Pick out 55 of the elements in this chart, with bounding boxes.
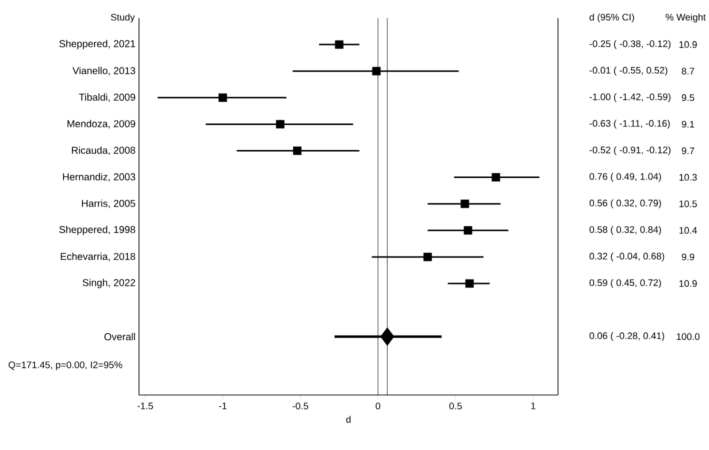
x-tick-label: -1 — [219, 402, 227, 410]
text: -0.25 ( -0.38, -0.12) — [590, 40, 670, 49]
text: 0.59 ( 0.45, 0.72) — [590, 279, 661, 288]
x-tick-label: 0 — [376, 402, 380, 410]
text: 0.76 ( 0.49, 1.04) — [590, 172, 661, 182]
point — [380, 327, 394, 346]
text: -0.01 ( -0.55, 0.52) — [590, 66, 668, 76]
text: -1.00 ( -1.42, -0.59) — [590, 93, 670, 102]
y-tick-label: Overall — [104, 332, 135, 340]
text: -0.63 ( -1.11, -0.16) — [590, 120, 670, 129]
y-tick-label: Tibaldi, 2009 — [78, 93, 136, 102]
x-axis-title: d — [346, 416, 351, 423]
point — [276, 120, 284, 128]
text: 8.7 — [682, 68, 694, 74]
text: 9.7 — [682, 147, 694, 154]
y-tick-label: Sheppered, 1998 — [59, 226, 136, 236]
point — [423, 252, 432, 262]
text: 9.5 — [682, 94, 694, 102]
text: 0.06 ( -0.28, 0.41) — [590, 332, 664, 342]
text: 9.9 — [682, 254, 694, 260]
point — [464, 226, 472, 235]
y-tick-label: Mendoza, 2009 — [68, 120, 136, 128]
text: 10.9 — [679, 41, 697, 48]
y-tick-label: Singh, 2022 — [82, 278, 136, 288]
text: 9.1 — [682, 120, 694, 128]
text: 0.58 ( 0.32, 0.84) — [590, 226, 661, 235]
x-tick-label: -0.5 — [292, 402, 308, 410]
y-tick-label: Hernandiz, 2003 — [63, 173, 136, 182]
x-tick-label: 1 — [531, 402, 536, 410]
point — [218, 93, 227, 102]
text: Q=171.45, p=0.00, I2=95% — [8, 361, 122, 370]
point — [465, 279, 474, 288]
y-tick-label: Echevarria, 2018 — [60, 252, 136, 262]
text: Study — [110, 14, 135, 22]
text: 10.3 — [679, 174, 697, 181]
y-tick-label: Ricauda, 2008 — [72, 146, 136, 156]
point — [334, 40, 344, 49]
point — [460, 200, 470, 208]
y-tick-label: Harris, 2005 — [82, 200, 136, 208]
text: 10.9 — [679, 280, 697, 287]
text: 10.4 — [679, 227, 697, 234]
text: 0.32 ( -0.04, 0.68) — [590, 252, 664, 262]
y-tick-label: Vianello, 2013 — [72, 66, 136, 76]
point — [492, 173, 500, 182]
text: 10.5 — [679, 200, 697, 208]
point — [372, 66, 381, 76]
x-tick-label: 0.5 — [449, 402, 462, 410]
text: 0.56 ( 0.32, 0.79) — [590, 199, 661, 208]
point — [293, 146, 302, 155]
text: % Weight — [666, 14, 706, 22]
x-tick-label: -1.5 — [137, 402, 153, 410]
y-tick-label: Sheppered, 2021 — [59, 40, 136, 50]
text: d (95% CI) — [590, 14, 634, 22]
text: 100.0 — [676, 333, 700, 340]
text: -0.52 ( -0.91, -0.12) — [590, 146, 670, 156]
